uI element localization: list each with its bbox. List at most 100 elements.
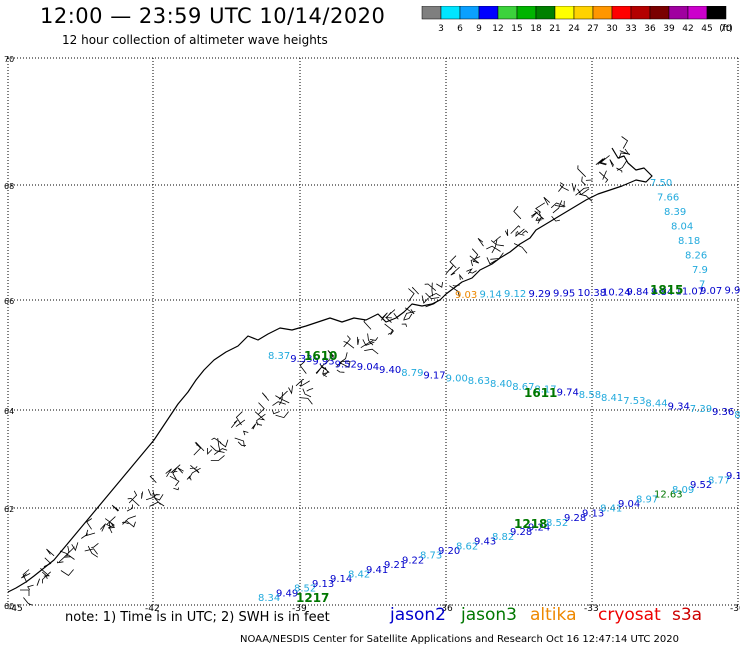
lat-tick-label: 70: [4, 55, 14, 64]
lon-tick-label: -42: [145, 604, 160, 612]
legend-s3a: s3a: [672, 605, 703, 625]
wave-height-label: 9.52: [690, 480, 712, 491]
wave-height-label: 8.17: [534, 385, 556, 396]
wave-height-label: 8.82: [492, 532, 514, 543]
wave-height-label: 8.41: [600, 504, 622, 515]
wave-height-label: 8.04: [671, 222, 693, 233]
wave-height-label: 9.29: [529, 289, 551, 300]
wave-height-label: 9.34: [668, 401, 690, 412]
pass-time-label: 1815: [650, 283, 683, 297]
wave-height-label: 8.18: [678, 236, 700, 247]
wave-height-label: 8.41: [601, 393, 623, 404]
wave-height-label: 9.28: [510, 527, 532, 538]
wave-height-label: 9.93: [312, 357, 334, 368]
wave-height-label: 8.39: [664, 207, 686, 218]
legend-tick-label: 36: [644, 24, 656, 34]
lat-tick-label: 62: [4, 505, 14, 514]
legend-tick-label: 3: [438, 24, 444, 34]
legend-tick-label: 24: [568, 24, 580, 34]
wave-height-label: 9.14: [330, 574, 352, 585]
wave-height-label: 7: [699, 280, 705, 291]
wave-height-label: 8.79: [401, 368, 423, 379]
wave-height-label: 9.84: [627, 287, 649, 298]
wave-height-label: 8.09: [672, 485, 694, 496]
lon-tick-label: -45: [8, 604, 23, 612]
wave-height-label: 9.22: [402, 555, 424, 566]
wave-height-label: 9.1: [726, 471, 740, 482]
wave-height-label: 9.95: [553, 288, 575, 299]
wave-height-label: 8.67: [512, 382, 534, 393]
legend-tick-label: 30: [606, 24, 618, 34]
greenland-coastline: [7, 147, 653, 593]
wave-height-label: 9.41: [366, 565, 388, 576]
lon-tick-label: -30: [730, 604, 740, 612]
lon-tick-label: -36: [438, 604, 453, 612]
legend-tick-label: 42: [682, 24, 693, 34]
legend-swatch: [706, 6, 727, 20]
page-title: 12:00 — 23:59 UTC 10/14/2020: [40, 4, 386, 28]
wave-height-label: 9.21: [384, 560, 406, 571]
lat-tick-label: 68: [4, 182, 14, 191]
wave-height-label: 8.34: [258, 593, 280, 604]
wave-height-label: 9.28: [564, 513, 586, 524]
wave-height-label: 9.12: [504, 289, 526, 300]
wave-height-label: 7.9: [692, 265, 708, 276]
wave-height-label: 9.9: [725, 286, 740, 297]
wave-height-label: 7.66: [657, 193, 679, 204]
legend-tick-label: 45: [701, 24, 712, 34]
credit-line: NOAA/NESDIS Center for Satellite Applica…: [240, 634, 679, 645]
wave-height-label: 9.00: [446, 373, 468, 384]
footnote: note: 1) Time is in UTC; 2) SWH is in fe…: [65, 610, 330, 625]
wave-height-label: 9.74: [557, 387, 579, 398]
wave-height-map: -45-42-39-36-33-307068666462608.379.339.…: [4, 55, 740, 612]
wave-height-label: 9.14: [480, 290, 502, 301]
wave-height-label: 9.17: [423, 371, 445, 382]
wave-height-label: 8.62: [456, 541, 478, 552]
wave-height-label: 9.52: [335, 359, 357, 370]
color-scale-legend: 3 6 9 12 15 18 21 24 27 30 33 36 39 42 45 70(ft): [421, 6, 733, 34]
wave-height-label: 9.04: [618, 499, 640, 510]
pass-time-label: 1217: [296, 591, 329, 605]
legend-cryosat: cryosat: [598, 605, 661, 625]
wave-height-label: 9.13: [312, 579, 334, 590]
wave-height-label: 12.63: [654, 490, 683, 501]
wave-height-label: 7.39: [690, 404, 712, 415]
lon-tick-label: -33: [584, 604, 599, 612]
wave-height-label: 8.97: [636, 494, 658, 505]
wave-height-label: 9.24: [528, 523, 550, 534]
wave-height-label: 9.36: [712, 407, 734, 418]
wave-height-label: 8.44: [645, 399, 667, 410]
fjord-details: [20, 136, 631, 606]
wave-height-label: 9.13: [582, 508, 604, 519]
wave-height-label: 8.08: [734, 410, 740, 421]
legend-tick-label: 33: [625, 24, 636, 34]
legend-tick-label: 15: [511, 24, 522, 34]
page-subtitle: 12 hour collection of altimeter wave hei…: [62, 33, 328, 47]
wave-height-label: 9.49: [276, 588, 298, 599]
wave-height-label: 8.37: [268, 351, 290, 362]
legend-tick-label: 12: [492, 24, 503, 34]
wave-height-label: 9.43: [474, 537, 496, 548]
lat-tick-label: 60: [4, 602, 14, 611]
wave-height-label: 9.84: [651, 287, 673, 298]
wave-height-label: 9.33: [290, 354, 312, 365]
lat-tick-label: 64: [4, 407, 14, 416]
pass-time-label: 1610: [304, 349, 337, 363]
wave-height-label: 8.42: [348, 570, 370, 581]
legend-tick-label: 21: [549, 24, 560, 34]
wave-height-label: 8.26: [685, 251, 707, 262]
legend-tick-label: 70: [720, 24, 732, 34]
wave-height-label: 9.40: [379, 365, 401, 376]
wave-height-label: 9.03: [455, 290, 477, 301]
wave-height-label: 8.52: [546, 518, 568, 529]
wave-height-label: 8.77: [708, 476, 730, 487]
legend-jason3: jason3: [461, 605, 517, 625]
wave-height-label: 10.24: [602, 288, 631, 299]
legend-altika: altika: [530, 605, 577, 625]
wave-height-label: 8.58: [579, 390, 601, 401]
lon-tick-label: -39: [292, 604, 307, 612]
legend-jason2: jason2: [390, 605, 446, 625]
legend-tick-label: 39: [663, 24, 675, 34]
wave-height-label: 11.07: [676, 286, 705, 297]
wave-height-label: 8.63: [468, 376, 490, 387]
